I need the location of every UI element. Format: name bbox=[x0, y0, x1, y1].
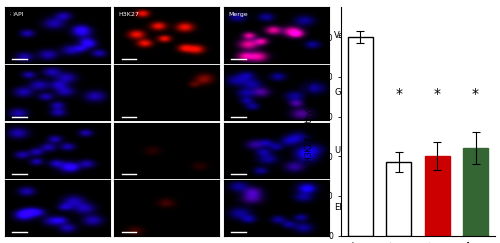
Text: GSK126: GSK126 bbox=[334, 88, 367, 97]
Bar bbox=[386, 162, 411, 236]
Text: DAPI: DAPI bbox=[9, 12, 24, 17]
Text: *: * bbox=[395, 87, 402, 101]
Text: UNC1999: UNC1999 bbox=[334, 146, 374, 155]
Text: Vehicle: Vehicle bbox=[334, 31, 364, 40]
Text: *: * bbox=[472, 87, 479, 101]
Y-axis label: H3K27 methylation%: H3K27 methylation% bbox=[306, 81, 314, 162]
Bar bbox=[348, 37, 373, 236]
Text: H3K27: H3K27 bbox=[118, 12, 140, 17]
Bar bbox=[424, 156, 450, 236]
Text: EPZ-5687: EPZ-5687 bbox=[334, 203, 374, 212]
Bar bbox=[463, 148, 488, 236]
Text: b: b bbox=[315, 7, 324, 20]
Text: *: * bbox=[434, 87, 440, 101]
Text: a: a bbox=[5, 7, 14, 20]
Text: Merge: Merge bbox=[228, 12, 248, 17]
